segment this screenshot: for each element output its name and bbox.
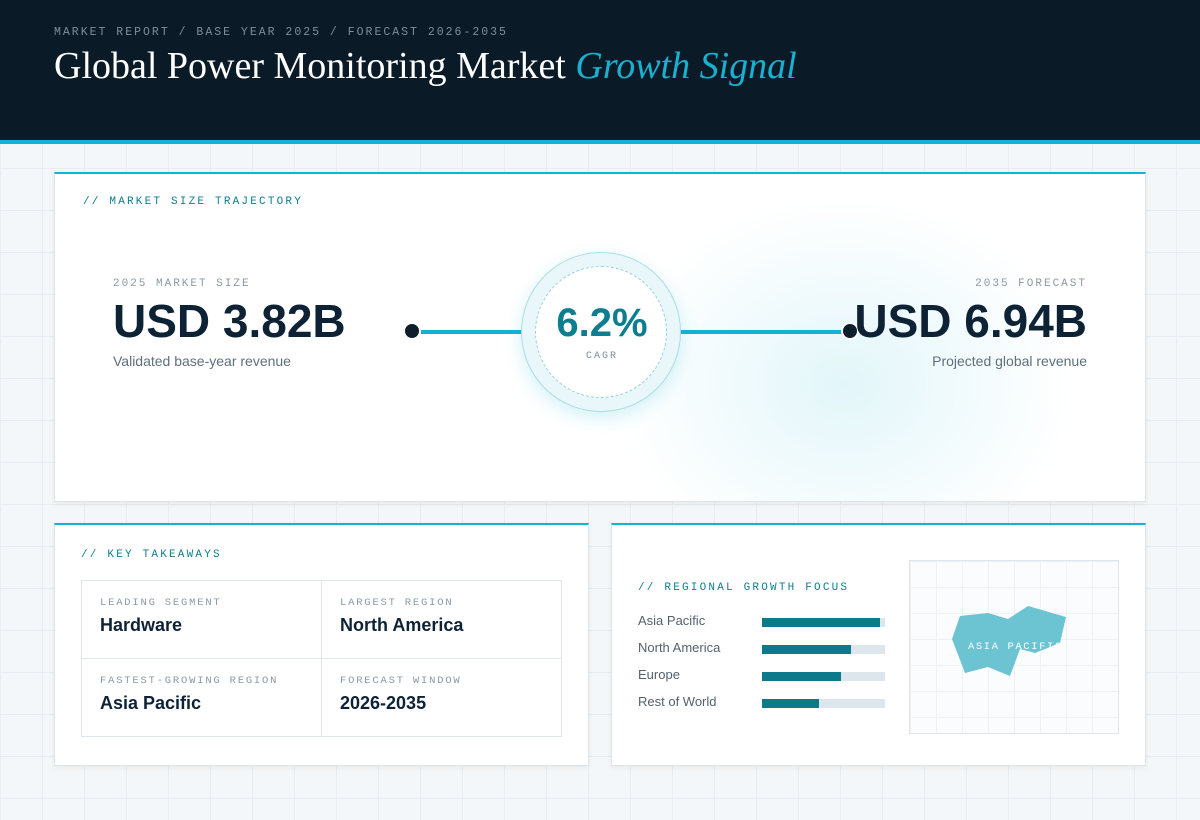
takeaway-largest-region: LARGEST REGION North America bbox=[321, 581, 561, 659]
trajectory-section-label: // MARKET SIZE TRAJECTORY bbox=[83, 196, 304, 208]
region-bar-track bbox=[762, 645, 885, 654]
cagr-badge-inner: 6.2% CAGR bbox=[535, 266, 667, 398]
base-year-kicker: 2025 MARKET SIZE bbox=[113, 278, 251, 290]
region-bar-fill bbox=[762, 672, 841, 681]
map-region-label: ASIA PACIFIC bbox=[968, 641, 1063, 653]
takeaways-section-label: // KEY TAKEAWAYS bbox=[81, 549, 222, 561]
end-point-marker bbox=[841, 322, 859, 340]
market-size-trajectory-card: // MARKET SIZE TRAJECTORY 2025 MARKET SI… bbox=[54, 172, 1146, 502]
forecast-kicker: 2035 FORECAST bbox=[975, 278, 1087, 290]
takeaway-value: North America bbox=[340, 615, 464, 635]
region-bar-track bbox=[762, 618, 885, 627]
forecast-value: USD 6.94B bbox=[854, 295, 1087, 347]
cagr-label: CAGR bbox=[585, 351, 618, 362]
region-bar-label: Asia Pacific bbox=[638, 613, 706, 628]
takeaway-kicker: FORECAST WINDOW bbox=[340, 675, 462, 687]
takeaway-kicker: FASTEST-GROWING REGION bbox=[100, 675, 279, 687]
region-bar-asia-pacific: Asia Pacific bbox=[638, 613, 886, 631]
takeaway-value: Asia Pacific bbox=[100, 693, 202, 713]
takeaway-kicker: LEADING SEGMENT bbox=[100, 597, 222, 609]
takeaway-forecast-window: FORECAST WINDOW 2026-2035 bbox=[321, 658, 561, 736]
regional-growth-card: // REGIONAL GROWTH FOCUS Asia Pacific No… bbox=[611, 523, 1146, 766]
forecast-caption: Projected global revenue bbox=[932, 353, 1087, 369]
trajectory-line-left bbox=[421, 330, 525, 334]
region-bar-track bbox=[762, 699, 885, 708]
page-title-accent: Growth Signal bbox=[575, 45, 797, 87]
takeaway-kicker: LARGEST REGION bbox=[340, 597, 454, 609]
region-bar-fill bbox=[762, 618, 881, 627]
region-bar-fill bbox=[762, 699, 819, 708]
region-bar-label: Europe bbox=[638, 667, 680, 682]
background-glow bbox=[615, 194, 1075, 501]
takeaway-value: Hardware bbox=[100, 615, 183, 635]
region-bar-fill bbox=[762, 645, 851, 654]
region-bar-rest-of-world: Rest of World bbox=[638, 694, 886, 712]
takeaway-leading-segment: LEADING SEGMENT Hardware bbox=[82, 581, 322, 659]
start-point-marker bbox=[403, 322, 421, 340]
region-bar-track bbox=[762, 672, 885, 681]
trajectory-line-right bbox=[665, 330, 849, 334]
cagr-badge: 6.2% CAGR bbox=[521, 252, 681, 412]
region-bar-europe: Europe bbox=[638, 667, 886, 685]
base-year-value: USD 3.82B bbox=[113, 295, 346, 347]
takeaway-value: 2026-2035 bbox=[340, 693, 427, 713]
region-map: ASIA PACIFIC bbox=[909, 560, 1119, 734]
takeaway-fastest-growing-region: FASTEST-GROWING REGION Asia Pacific bbox=[82, 658, 322, 736]
region-bar-label: North America bbox=[638, 640, 721, 655]
asia-pacific-map-shape bbox=[952, 606, 1066, 676]
takeaways-grid: LEADING SEGMENT Hardware LARGEST REGION … bbox=[81, 580, 562, 737]
region-bar-label: Rest of World bbox=[638, 694, 717, 709]
breadcrumb: MARKET REPORT / BASE YEAR 2025 / FORECAS… bbox=[54, 26, 508, 39]
key-takeaways-card: // KEY TAKEAWAYS LEADING SEGMENT Hardwar… bbox=[54, 523, 589, 766]
page-title: Global Power Monitoring Market Growth Si… bbox=[54, 44, 797, 88]
region-bar-north-america: North America bbox=[638, 640, 886, 658]
report-header: MARKET REPORT / BASE YEAR 2025 / FORECAS… bbox=[0, 0, 1200, 144]
page-title-main: Global Power Monitoring Market bbox=[54, 45, 566, 87]
base-year-caption: Validated base-year revenue bbox=[113, 353, 291, 369]
regional-section-label: // REGIONAL GROWTH FOCUS bbox=[638, 582, 850, 594]
cagr-value: 6.2% bbox=[556, 301, 648, 345]
